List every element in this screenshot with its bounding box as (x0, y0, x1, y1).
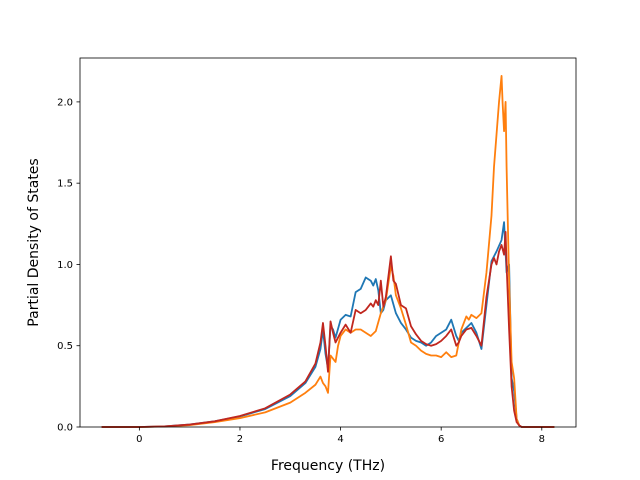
y-tick-label: 1.0 (57, 260, 73, 271)
series-line-2 (101, 74, 555, 428)
x-tick-label: 2 (237, 434, 243, 445)
x-tick-label: 8 (539, 434, 545, 445)
y-tick-label: 1.5 (57, 179, 73, 190)
plot-frame (79, 57, 577, 428)
x-tick-label: 4 (337, 434, 343, 445)
series-layer (101, 74, 555, 428)
x-axis: 0 2 4 6 8 (136, 427, 545, 445)
x-tick-label: 6 (438, 434, 444, 445)
y-axis: 0.0 0.5 1.0 1.5 2.0 (57, 97, 80, 434)
y-axis-label: Partial Density of States (26, 158, 42, 326)
y-tick-label: 0.0 (57, 423, 73, 434)
y-tick-label: 0.5 (57, 341, 73, 352)
y-tick-label: 2.0 (57, 97, 73, 108)
series-line-3 (101, 231, 555, 428)
x-tick-label: 0 (136, 434, 142, 445)
x-axis-label: Frequency (THz) (271, 458, 385, 474)
